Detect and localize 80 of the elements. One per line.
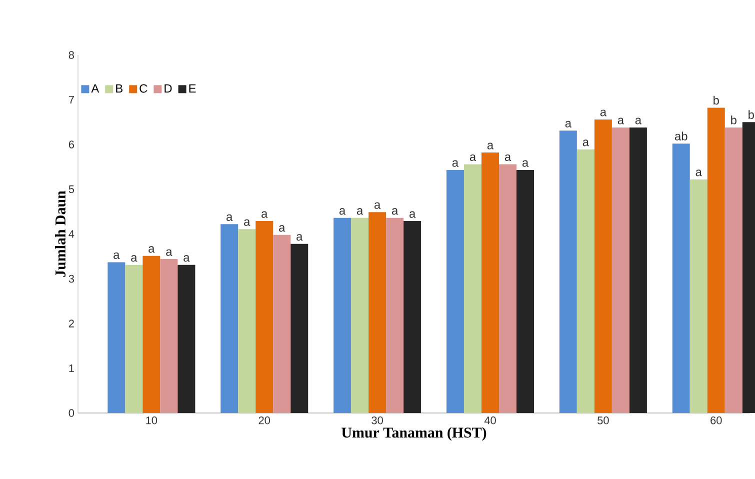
data-label: a [470,154,476,161]
x-axis-title: Umur Tanaman (HST) [342,427,486,441]
bar [404,221,422,413]
data-label: a [226,214,233,221]
bar [125,264,143,413]
data-label: a [244,219,250,226]
x-tick-label: 50 [598,416,609,424]
data-label: a [504,154,512,161]
data-label: a [635,118,642,124]
data-label: b [731,116,736,124]
data-label: a [296,234,303,241]
legend-label: C [140,84,148,93]
y-tick-label: 7 [68,96,74,104]
data-label: ab [674,132,688,140]
bar [690,179,708,413]
bar [256,221,274,413]
bar [273,234,291,413]
data-label: a [166,249,172,256]
y-tick-label: 1 [69,364,74,372]
bar [446,170,464,413]
data-label: a [487,142,494,150]
y-tick-label: 2 [68,320,74,328]
x-tick-label: 30 [372,416,383,424]
data-label: a [131,255,138,262]
y-tick-label: 5 [68,185,74,194]
data-label: a [374,202,381,209]
data-label: a [356,208,364,215]
bar [576,149,594,413]
bar [464,164,482,413]
bar [516,170,534,413]
bar [368,212,386,413]
bar [672,144,690,413]
data-label: a [522,160,529,167]
y-tick-label: 3 [68,274,74,283]
bar [290,244,308,413]
bar [481,152,499,413]
data-label: a [618,118,624,124]
legend-label: A [91,84,100,93]
data-label: a [262,211,268,218]
data-label: a [184,255,190,262]
legend-label: D [164,84,172,93]
bar [220,224,238,413]
x-tick-label: 20 [258,416,270,424]
bar [160,259,178,413]
x-tick-label: 40 [484,416,496,424]
bar [612,127,630,413]
bar [178,264,196,413]
y-tick-label: 4 [68,230,74,238]
x-tick-label: 60 [710,416,722,424]
bar [238,229,256,413]
x-tick-label: 10 [146,416,158,424]
bar [351,218,369,413]
data-label: a [582,140,589,146]
bar [334,218,352,413]
bar [498,164,517,413]
data-label: a [600,110,607,116]
legend-label: E [189,84,196,93]
bar [594,119,612,413]
data-label: a [148,246,155,253]
y-axis-title: Jumlah Daun [54,190,66,277]
legend-label: B [116,84,122,93]
bar [707,108,725,413]
bar [629,127,647,413]
data-label: a [114,252,120,259]
data-label: a [392,208,398,215]
bar [386,218,404,413]
y-tick-label: 6 [68,140,74,148]
data-label: a [279,225,286,232]
data-label: b [714,96,719,105]
data-label: a [565,120,572,128]
data-label: b [748,110,754,119]
bar [559,130,577,413]
data-label: a [452,160,459,167]
bar [108,262,126,413]
data-label: a [696,170,702,176]
bar [142,256,160,413]
data-label: a [409,211,416,218]
y-tick-label: 0 [68,409,74,417]
y-tick-label: 8 [68,51,74,59]
data-label: a [339,208,346,215]
